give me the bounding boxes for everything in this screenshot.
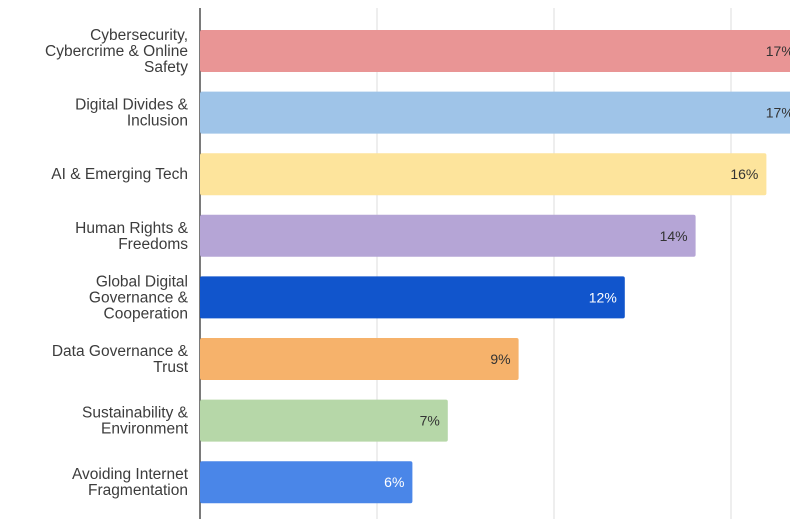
- bar: [200, 91, 790, 134]
- category-label: Global Digital Governance & Cooperation: [89, 273, 189, 322]
- category-labels: Cybersecurity, Cybercrime & Online Safety D…: [45, 27, 189, 499]
- category-label: AI & Emerging Tech: [51, 166, 188, 183]
- bar: [200, 214, 696, 257]
- value-label: 17%: [766, 105, 790, 121]
- value-label: 6%: [384, 474, 404, 490]
- value-label: 7%: [420, 413, 440, 429]
- value-label: 17%: [766, 43, 790, 59]
- gridlines: [199, 8, 732, 519]
- category-label: Data Governance & Trust: [52, 343, 189, 376]
- value-label: 9%: [490, 351, 510, 367]
- value-label: 14%: [660, 228, 688, 244]
- category-label: Avoiding Internet Fragmentation: [72, 466, 189, 499]
- category-label: Digital Divides & Inclusion: [75, 97, 189, 130]
- bar: [200, 399, 448, 442]
- bar: [200, 338, 519, 380]
- bar: [200, 276, 625, 319]
- value-label: 12%: [589, 289, 617, 305]
- category-label: Cybersecurity, Cybercrime & Online Safety: [45, 27, 188, 76]
- value-label: 16%: [730, 166, 758, 182]
- value-labels: 17% 17% 16% 14% 12% 9% 7% 6%: [384, 43, 790, 490]
- bars: [200, 30, 790, 504]
- bar: [200, 30, 790, 72]
- bar: [200, 461, 413, 504]
- category-label: Sustainability & Environment: [82, 405, 189, 438]
- bar: [200, 153, 767, 196]
- category-label: Human Rights & Freedoms: [75, 220, 189, 253]
